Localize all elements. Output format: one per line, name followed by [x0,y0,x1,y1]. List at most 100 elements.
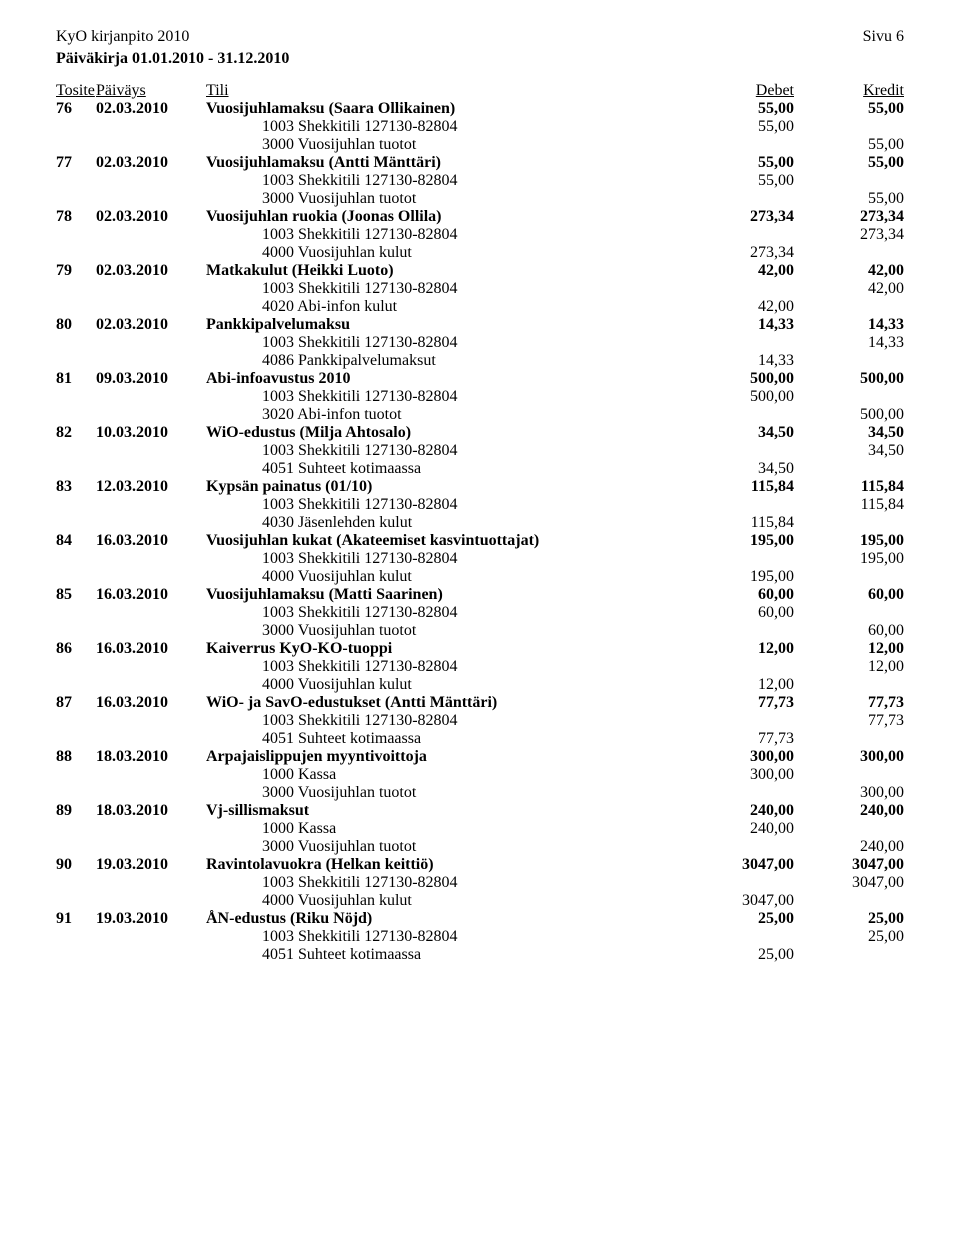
entry-kredit: 115,84 [794,478,904,496]
entry-sub-date [96,280,206,298]
entry-sub-kredit [794,460,904,478]
entry-sub-kredit [794,172,904,190]
entry-debet: 240,00 [684,802,794,820]
entry-date: 16.03.2010 [96,640,206,658]
entry-debet: 60,00 [684,586,794,604]
entry-sub-date [96,514,206,532]
entry-sub-debet [684,190,794,208]
entry-sub-number [56,226,96,244]
entry-desc: Vj-sillismaksut [206,802,684,820]
entry-sub-number [56,298,96,316]
entry-kredit: 12,00 [794,640,904,658]
entry-sub-kredit [794,730,904,748]
entry-subrow: 4000 Vuosijuhlan kulut273,34 [56,244,904,262]
entry-subrow: 1003 Shekkitili 127130-82804 14,33 [56,334,904,352]
entry-sub-number [56,676,96,694]
entry-sub-debet: 300,00 [684,766,794,784]
entry-subrow: 4000 Vuosijuhlan kulut3047,00 [56,892,904,910]
entry-sub-desc: 1003 Shekkitili 127130-82804 [206,280,684,298]
entry-subrow: 4030 Jäsenlehden kulut115,84 [56,514,904,532]
entry-sub-desc: 3000 Vuosijuhlan tuotot [206,622,684,640]
entry-date: 02.03.2010 [96,100,206,118]
entry-date: 18.03.2010 [96,748,206,766]
col-paivays: Päiväys [96,82,206,100]
entry-row: 7902.03.2010Matkakulut (Heikki Luoto)42,… [56,262,904,280]
entry-sub-number [56,190,96,208]
entry-row: 8109.03.2010Abi-infoavustus 2010500,0050… [56,370,904,388]
entry-sub-number [56,712,96,730]
entry-subrow: 4000 Vuosijuhlan kulut195,00 [56,568,904,586]
entry-sub-kredit [794,298,904,316]
entry-sub-desc: 4000 Vuosijuhlan kulut [206,676,684,694]
entry-sub-number [56,892,96,910]
entry-sub-number [56,244,96,262]
entry-subrow: 1003 Shekkitili 127130-8280460,00 [56,604,904,622]
entry-sub-desc: 1003 Shekkitili 127130-82804 [206,496,684,514]
entry-number: 82 [56,424,96,442]
entry-sub-date [96,190,206,208]
entry-date: 12.03.2010 [96,478,206,496]
entry-row: 8416.03.2010Vuosijuhlan kukat (Akateemis… [56,532,904,550]
entry-sub-debet: 55,00 [684,172,794,190]
entry-desc: Vuosijuhlamaksu (Matti Saarinen) [206,586,684,604]
entry-sub-number [56,946,96,964]
col-tosite: Tosite [56,82,96,100]
entry-sub-kredit [794,244,904,262]
entry-sub-debet [684,136,794,154]
entry-sub-kredit: 55,00 [794,136,904,154]
entry-sub-debet: 25,00 [684,946,794,964]
entry-sub-debet [684,406,794,424]
entry-sub-desc: 3000 Vuosijuhlan tuotot [206,136,684,154]
entry-number: 87 [56,694,96,712]
entry-sub-desc: 1003 Shekkitili 127130-82804 [206,334,684,352]
entry-number: 81 [56,370,96,388]
entry-sub-debet: 77,73 [684,730,794,748]
entry-sub-kredit [794,604,904,622]
entry-subrow: 1003 Shekkitili 127130-8280434,50 [56,442,904,460]
entry-number: 83 [56,478,96,496]
entry-sub-number [56,280,96,298]
entry-sub-number [56,928,96,946]
entry-sub-kredit: 14,33 [794,334,904,352]
entry-sub-number [56,820,96,838]
entry-subrow: 3000 Vuosijuhlan tuotot60,00 [56,622,904,640]
entry-sub-number [56,784,96,802]
entry-date: 16.03.2010 [96,532,206,550]
entry-desc: Vuosijuhlan kukat (Akateemiset kasvintuo… [206,532,684,550]
entry-sub-debet [684,928,794,946]
entry-debet: 42,00 [684,262,794,280]
entry-sub-kredit: 77,73 [794,712,904,730]
entry-sub-debet [684,334,794,352]
entry-sub-debet [684,712,794,730]
entry-desc: Abi-infoavustus 2010 [206,370,684,388]
entry-sub-desc: 1003 Shekkitili 127130-82804 [206,712,684,730]
entry-sub-desc: 1000 Kassa [206,820,684,838]
entry-desc: Vuosijuhlamaksu (Saara Ollikainen) [206,100,684,118]
entry-sub-debet: 60,00 [684,604,794,622]
entry-desc: WiO- ja SavO-edustukset (Antti Mänttäri) [206,694,684,712]
entry-sub-debet: 195,00 [684,568,794,586]
entry-kredit: 42,00 [794,262,904,280]
entry-sub-number [56,406,96,424]
entry-subrow: 4051 Suhteet kotimaassa34,50 [56,460,904,478]
entry-sub-debet: 12,00 [684,676,794,694]
entry-sub-number [56,658,96,676]
entry-row: 8616.03.2010Kaiverrus KyO-KO-tuoppi12,00… [56,640,904,658]
col-tili: Tili [206,82,684,100]
entry-sub-kredit [794,820,904,838]
entry-row: 7802.03.2010Vuosijuhlan ruokia (Joonas O… [56,208,904,226]
entry-subrow: 1003 Shekkitili 127130-8280455,00 [56,118,904,136]
entry-sub-kredit: 3047,00 [794,874,904,892]
entry-number: 86 [56,640,96,658]
entry-date: 09.03.2010 [96,370,206,388]
entry-desc: Kypsän painatus (01/10) [206,478,684,496]
entry-sub-number [56,838,96,856]
entry-sub-date [96,712,206,730]
entry-date: 02.03.2010 [96,316,206,334]
entry-debet: 77,73 [684,694,794,712]
entry-sub-kredit: 500,00 [794,406,904,424]
entry-sub-debet: 3047,00 [684,892,794,910]
entry-debet: 300,00 [684,748,794,766]
entry-sub-debet [684,838,794,856]
entry-sub-kredit [794,946,904,964]
